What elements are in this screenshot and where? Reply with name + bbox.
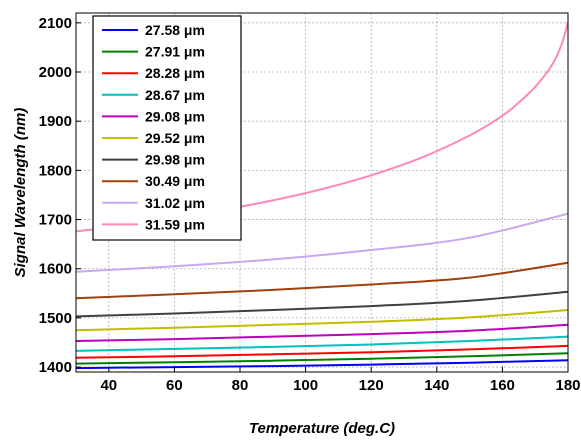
x-tick-label: 120 (359, 377, 384, 394)
x-axis-title: Temperature (deg.C) (249, 420, 395, 437)
series-line-4 (75, 335, 569, 352)
series-line-9 (75, 212, 569, 273)
y-tick-label: 1400 (39, 359, 72, 376)
series-line-6 (75, 309, 569, 332)
y-tick-label: 1800 (39, 162, 72, 179)
legend: 27.58 μm 27.91 μm 28.28 μm 28.67 μm 29.08 μm… (92, 15, 242, 241)
legend-label: 27.91 μm (145, 44, 205, 60)
series-line-5 (75, 323, 569, 342)
legend-label: 29.98 μm (145, 152, 205, 168)
series-line-8 (75, 261, 569, 300)
y-tick-label: 2100 (39, 15, 72, 32)
x-tick-label: 180 (555, 377, 580, 394)
series-line-7 (75, 290, 569, 318)
legend-label: 28.28 μm (145, 65, 205, 81)
series-line-3 (75, 344, 569, 359)
x-tick-label: 160 (490, 377, 515, 394)
series-line-2 (75, 352, 569, 365)
x-tick-label: 40 (100, 377, 117, 394)
y-tick-label: 1600 (39, 261, 72, 278)
legend-label: 29.08 μm (145, 108, 205, 124)
y-tick-label: 1700 (39, 212, 72, 229)
legend-label: 31.02 μm (145, 195, 205, 211)
legend-label: 28.67 μm (145, 87, 205, 103)
y-tick-label: 1500 (39, 310, 72, 327)
x-tick-label: 80 (232, 377, 249, 394)
legend-label: 29.52 μm (145, 130, 205, 146)
x-tick-label: 140 (424, 377, 449, 394)
series-line-1 (75, 359, 569, 370)
ticks-layer: 40 60 80 100 120 140 160 180 1400 1500 1600 1700 180… (39, 15, 581, 394)
y-axis-title: Signal Wavelength (nm) (12, 108, 29, 278)
x-tick-label: 60 (166, 377, 183, 394)
legend-label: 27.58 μm (145, 22, 205, 38)
y-tick-label: 2000 (39, 64, 72, 81)
legend-label: 31.59 μm (145, 216, 205, 232)
plot-frame (75, 12, 569, 373)
legend-label: 30.49 μm (145, 173, 205, 189)
series-layer (75, 21, 569, 370)
y-tick-label: 1900 (39, 113, 72, 130)
x-tick-label: 100 (293, 377, 318, 394)
